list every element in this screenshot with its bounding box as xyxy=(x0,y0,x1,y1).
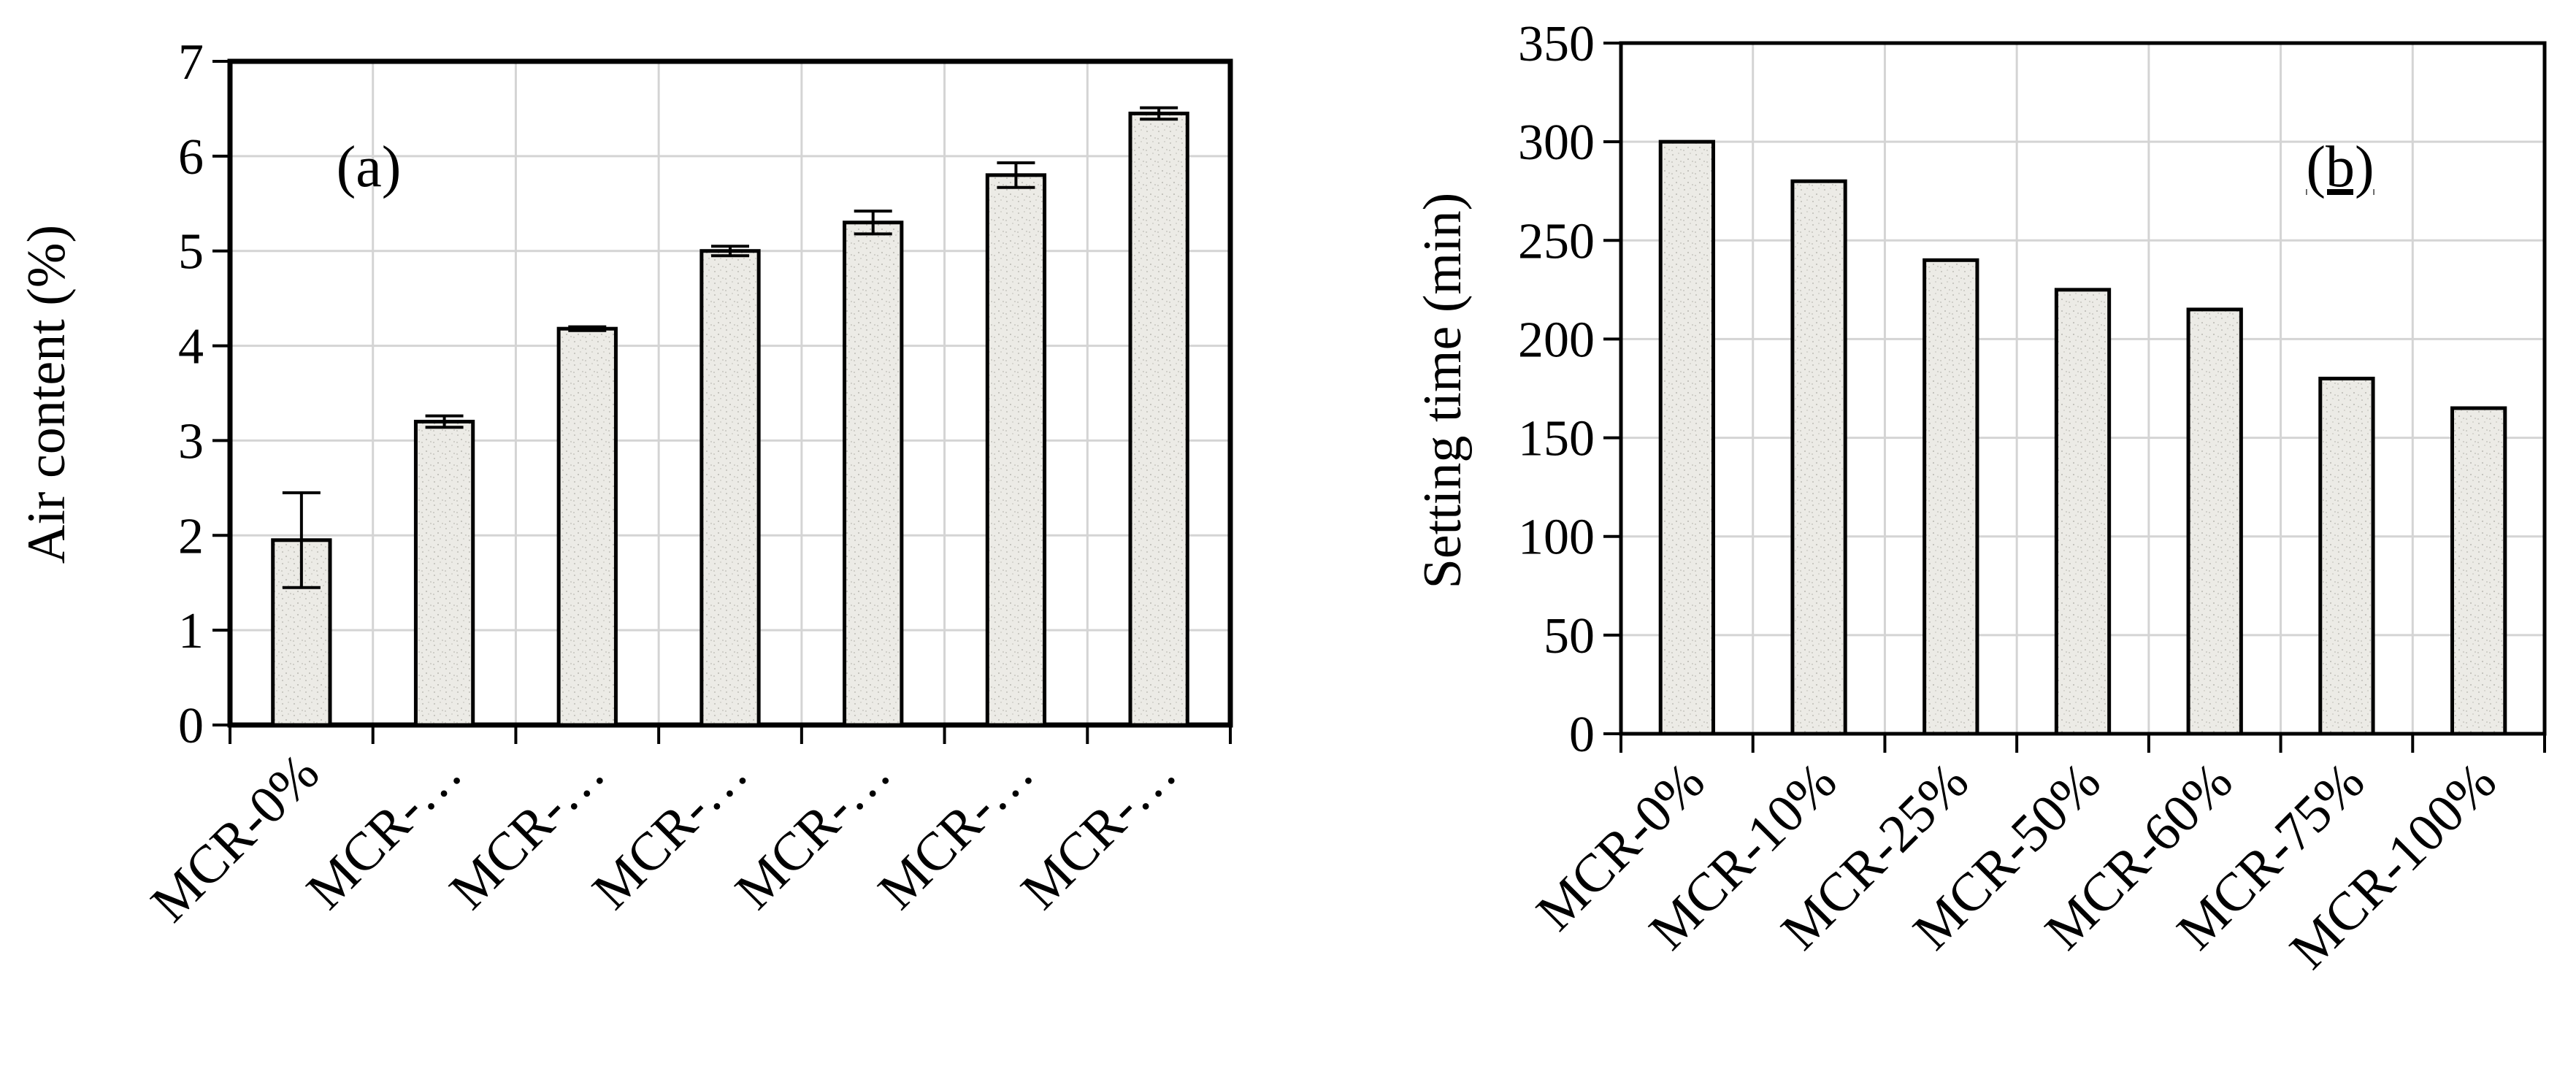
y-tick-label: 7 xyxy=(178,34,204,91)
y-tick-label: 300 xyxy=(1518,115,1595,171)
bar xyxy=(699,249,761,727)
y-tick-label: 200 xyxy=(1518,312,1595,368)
y-tick-label: 1 xyxy=(178,603,204,659)
bar xyxy=(2054,288,2112,736)
x-category-label: MCR-… xyxy=(867,743,1045,921)
y-tick-label: 150 xyxy=(1518,411,1595,467)
bar xyxy=(985,173,1047,727)
x-category-label: MCR-0% xyxy=(139,743,330,933)
y-tick-labels-a: 0 1 2 3 4 5 6 7 xyxy=(178,34,204,754)
bars-b xyxy=(1658,139,2507,736)
bar xyxy=(2318,376,2375,736)
error-bar xyxy=(711,245,749,258)
y-tick-label: 6 xyxy=(178,129,204,185)
y-axis-title-b: Setting time (min) xyxy=(1413,193,1473,589)
y-tick-label: 2 xyxy=(178,508,204,564)
bar xyxy=(1128,111,1189,727)
error-bar xyxy=(568,325,607,332)
bar xyxy=(2450,406,2507,736)
x-category-label: MCR-… xyxy=(1010,743,1188,921)
bar xyxy=(413,419,475,727)
x-category-label: MCR-… xyxy=(438,743,616,921)
bar xyxy=(1658,139,1716,736)
error-bar xyxy=(854,210,892,236)
panel-label-b: (b) xyxy=(2306,135,2374,199)
x-category-label: MCR-… xyxy=(581,743,759,921)
y-tick-label: 100 xyxy=(1518,510,1595,566)
axes-b xyxy=(1603,42,2546,753)
x-category-label: MCR-… xyxy=(296,743,474,921)
axes-a xyxy=(212,60,1232,744)
error-bar xyxy=(1140,106,1178,121)
bar xyxy=(1790,179,1847,736)
y-tick-label: 350 xyxy=(1518,16,1595,72)
y-tick-label: 3 xyxy=(178,413,204,469)
error-bar xyxy=(425,414,464,429)
chart-panel-b: 0 50 100 150 200 250 300 350 MCR-0%MCR-10%MCR-2… xyxy=(1413,16,2547,981)
y-tick-label: 50 xyxy=(1544,608,1595,664)
y-axis-title-a: Air content (%) xyxy=(17,225,77,564)
bar xyxy=(556,326,618,727)
error-bar xyxy=(282,491,321,589)
bar xyxy=(1923,258,1979,736)
error-bars-a xyxy=(282,106,1178,589)
y-tick-label: 250 xyxy=(1518,213,1595,269)
y-tick-label: 4 xyxy=(178,319,204,375)
x-category-label: MCR-… xyxy=(724,743,902,921)
panel-label-a: (a) xyxy=(337,135,402,199)
y-tick-labels-b: 0 50 100 150 200 250 300 350 xyxy=(1518,16,1595,763)
y-tick-label: 0 xyxy=(1569,707,1595,763)
x-tick-labels-a: MCR-0%MCR-…MCR-…MCR-…MCR-…MCR-…MCR-… xyxy=(139,743,1188,933)
bar xyxy=(2186,307,2243,736)
bar xyxy=(843,220,904,727)
bars-a xyxy=(271,111,1189,727)
y-tick-label: 0 xyxy=(178,698,204,754)
error-bar xyxy=(997,161,1035,189)
y-tick-label: 5 xyxy=(178,224,204,280)
x-tick-labels-b: MCR-0%MCR-10%MCR-25%MCR-50%MCR-60%MCR-75… xyxy=(1525,751,2508,981)
